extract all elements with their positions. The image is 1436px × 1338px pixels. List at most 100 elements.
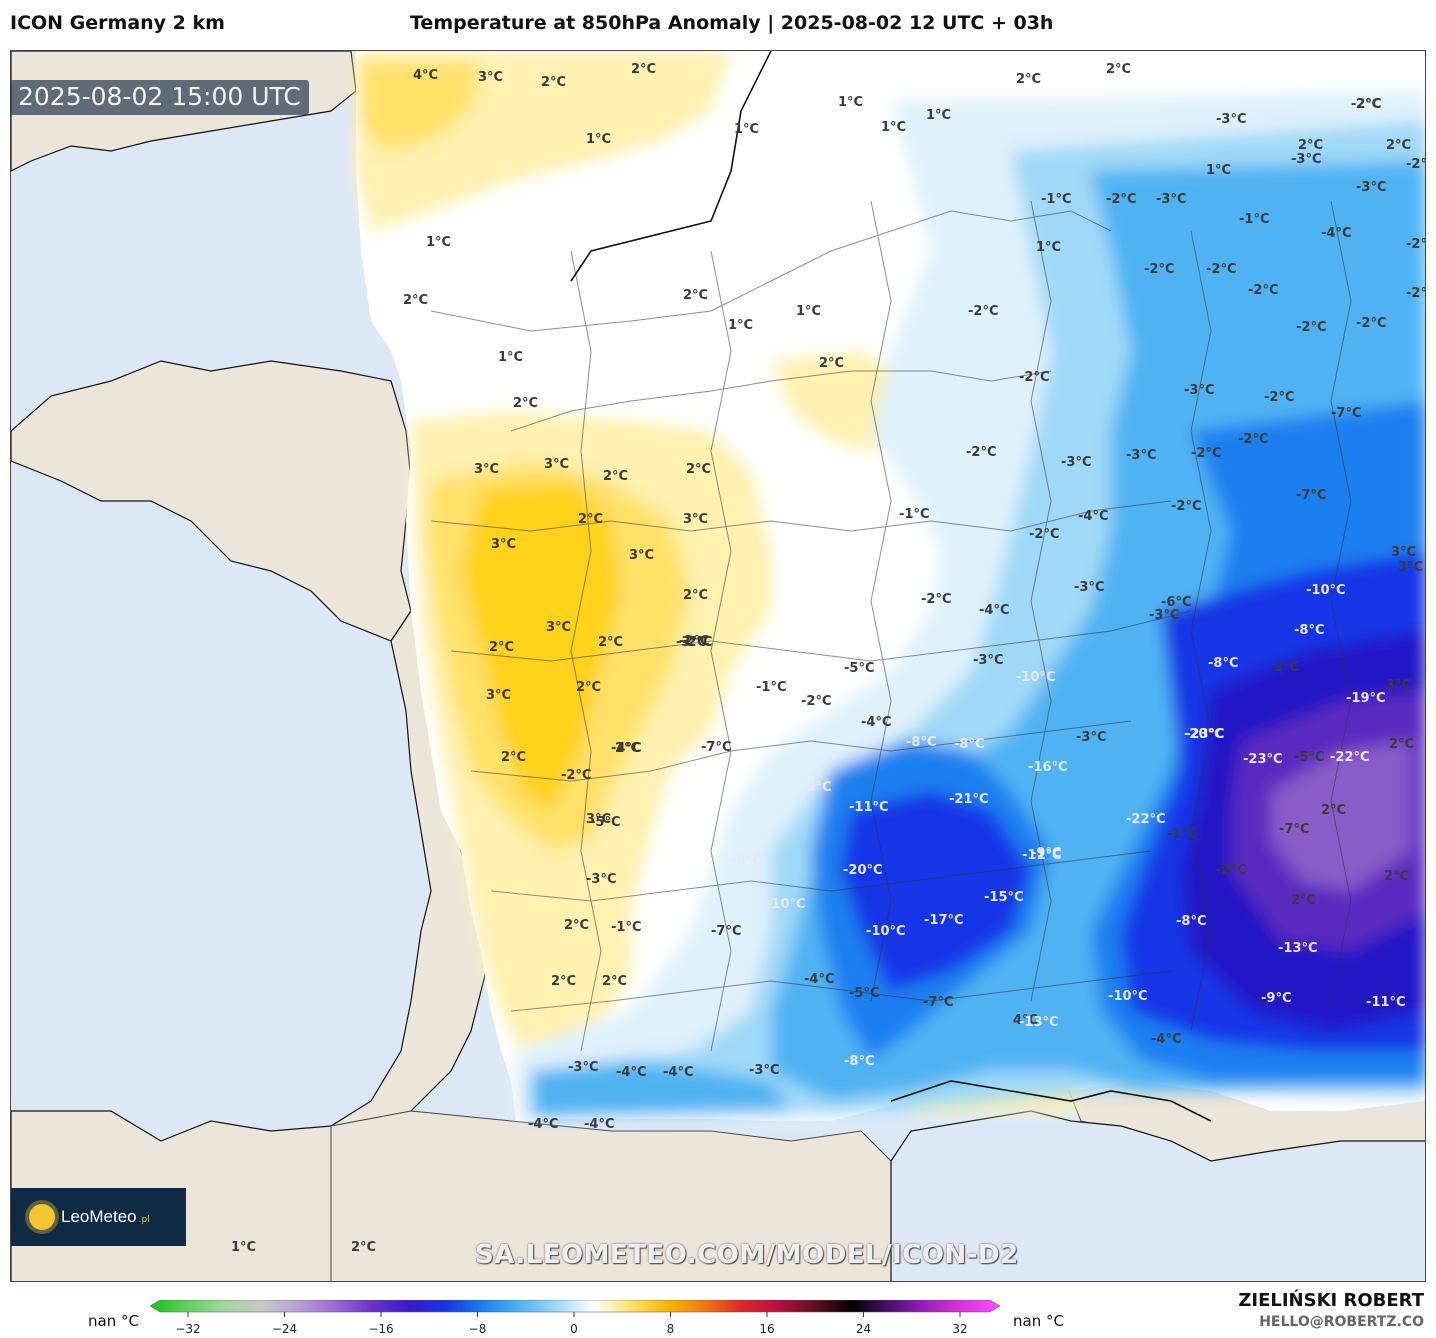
warm-anomaly-zones	[356, 51, 1081, 1111]
temperature-label: -3°C	[973, 653, 1003, 668]
temperature-label: 2°C	[513, 396, 538, 411]
temperature-label: -2°C	[1296, 320, 1326, 335]
temperature-label: 2°C	[403, 293, 428, 308]
temperature-label: -10°C	[766, 897, 806, 912]
temperature-label: -2°C	[801, 694, 831, 709]
temperature-label: 1°C	[1036, 240, 1061, 255]
temperature-label: -5°C	[1294, 750, 1324, 765]
temperature-label: -23°C	[1185, 727, 1225, 742]
coastline-med	[890, 1080, 1212, 1122]
colorbar-tick-label: 24	[856, 1322, 871, 1336]
logo-suffix: .pl	[138, 1215, 150, 1225]
temperature-label: 1°C	[586, 132, 611, 147]
colorbar-tick-label: 16	[759, 1322, 774, 1336]
temperature-label: -2°C	[1406, 237, 1426, 252]
colorbar-tick-label: 8	[667, 1322, 675, 1336]
chart-title: Temperature at 850hPa Anomaly | 2025-08-…	[410, 12, 1054, 34]
colorbar-tick-label: −8	[469, 1322, 487, 1336]
temperature-label: 3°C	[1398, 560, 1423, 575]
temperature-label: 3°C	[586, 812, 611, 827]
temperature-label: 3°C	[1391, 545, 1416, 560]
temperature-label: 3°C	[629, 548, 654, 563]
temperature-label: -10°C	[866, 924, 906, 939]
temperature-label: -9°C	[801, 780, 831, 795]
temperature-label: -7°C	[1296, 488, 1326, 503]
temperature-label: -2°C	[1406, 286, 1426, 301]
temperature-label: 2°C	[564, 918, 589, 933]
temperature-label: -4°C	[861, 715, 891, 730]
temperature-label: -4°C	[1321, 226, 1351, 241]
temperature-label: 3°C	[683, 512, 708, 527]
temperature-label: -2°C	[1106, 192, 1136, 207]
temperature-label: -10°C	[1108, 989, 1148, 1004]
temperature-label: 2°C	[489, 640, 514, 655]
temperature-label: 2°C	[1386, 138, 1411, 153]
temperature-label: -3°C	[1291, 152, 1321, 167]
temperature-label: -1°C	[1239, 212, 1269, 227]
temperature-label: -7°C	[1331, 406, 1361, 421]
land-spain	[330, 1110, 892, 1281]
temperature-label: -7°C	[711, 924, 741, 939]
temperature-label: -4°C	[584, 1117, 614, 1132]
temperature-label: -3°C	[1074, 580, 1104, 595]
colorbar: −32 −24 −16 −8 0 8 16 24 32	[150, 1300, 1001, 1336]
temperature-label: -20°C	[843, 863, 883, 878]
sun-icon	[29, 1204, 55, 1230]
temperature-label: -3°C	[749, 1063, 779, 1078]
temperature-label: -8°C	[954, 737, 984, 752]
colorbar-tick-label: 0	[570, 1322, 578, 1336]
temperature-label: -2°C	[1406, 157, 1426, 172]
temperature-label: 2°C	[1384, 869, 1409, 884]
temperature-label: -5°C	[849, 986, 879, 1001]
temperature-label: -11°C	[849, 800, 889, 815]
temperature-label: -7°C	[701, 740, 731, 755]
temperature-label: -8°C	[731, 854, 761, 869]
temperature-label: -2°C	[561, 768, 591, 783]
leometeo-logo[interactable]: LeoMeteo .pl	[11, 1188, 186, 1246]
temperature-label: -22°C	[1126, 812, 1166, 827]
temperature-label: -20°C	[1184, 727, 1224, 742]
temperature-label: 3°C	[491, 537, 516, 552]
temperature-label: -4°C	[616, 1065, 646, 1080]
colorbar-gradient	[150, 1300, 1001, 1313]
temperature-label: 2°C	[1321, 803, 1346, 818]
colorbar-unit-right: nan °C	[1013, 1312, 1064, 1330]
temperature-label: 2°C	[1389, 737, 1414, 752]
colorbar-unit-left: nan °C	[88, 1312, 139, 1330]
temperature-label: 1°C	[881, 120, 906, 135]
temperature-label: -4°C	[1078, 509, 1108, 524]
temperature-label: 2°C	[576, 680, 601, 695]
temperature-label: -2°C	[679, 634, 709, 649]
map-area[interactable]: 4°C 3°C 2°C 2°C 1°C 1°C 1°C 1°C 1°C 2°C 2°C -2°C -3°…	[10, 50, 1426, 1282]
temperature-label: -1°C	[756, 680, 786, 695]
temperature-label: 2°C	[1291, 893, 1316, 908]
valid-time-badge: 2025-08-02 15:00 UTC	[10, 80, 309, 115]
temperature-label: 2°C	[1016, 72, 1041, 87]
temperature-label: -13°C	[1019, 1015, 1059, 1030]
temperature-label: -5°C	[844, 661, 874, 676]
url-watermark: SA.LEOMETEO.COM/MODEL/ICON-D2	[475, 1240, 1019, 1270]
temperature-label: -2°C	[1019, 370, 1049, 385]
borders	[430, 200, 1352, 1052]
temperature-label: -8°C	[1294, 623, 1324, 638]
temperature-label: -2°C	[1206, 262, 1236, 277]
temperature-label: -1°C	[611, 920, 641, 935]
logo-brand: LeoMeteo	[61, 1207, 137, 1226]
temperature-labels: 4°C 3°C 2°C 2°C 1°C 1°C 1°C 1°C 1°C 2°C 2°C -2°C -3°…	[231, 62, 1426, 1255]
author-email: HELLO@ROBERTZ.CO	[1259, 1314, 1424, 1330]
temperature-label: -3°C	[586, 872, 616, 887]
temperature-label: 2°C	[631, 62, 656, 77]
temperature-label: -4°C	[528, 1117, 558, 1132]
temperature-label: 2°C	[1106, 62, 1131, 77]
temperature-label: 2°C	[1356, 97, 1381, 112]
temperature-label: -4°C	[663, 1065, 693, 1080]
temperature-label: 2°C	[578, 512, 603, 527]
temperature-label: -16°C	[1028, 760, 1068, 775]
temperature-label: 4°C	[413, 68, 438, 83]
temperature-label: 1°C	[734, 122, 759, 137]
temperature-label: 1°C	[838, 95, 863, 110]
map-canvas: 4°C 3°C 2°C 2°C 1°C 1°C 1°C 1°C 1°C 2°C 2°C -2°C -3°…	[11, 51, 1426, 1281]
temperature-label: -11°C	[1366, 995, 1406, 1010]
temperature-label: 2°C	[351, 1240, 376, 1255]
temperature-label: 2°C	[1298, 138, 1323, 153]
